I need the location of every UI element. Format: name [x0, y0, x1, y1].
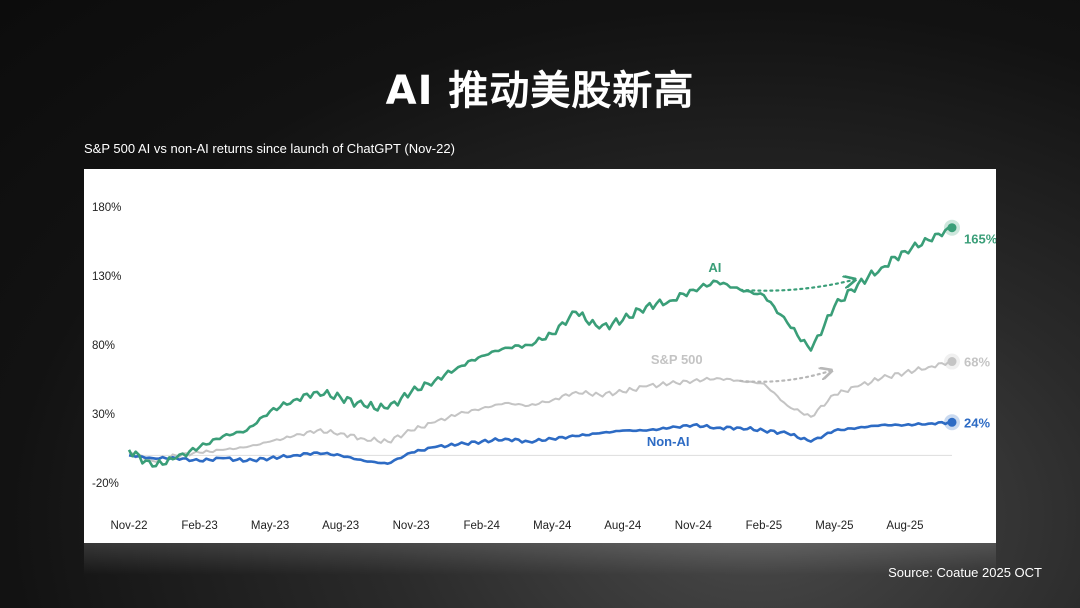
series-name-label: S&P 500 [651, 352, 703, 367]
y-tick-label: -20% [92, 478, 119, 490]
end-point [947, 223, 957, 233]
x-tick-label: Nov-23 [393, 520, 430, 532]
y-tick-label: 80% [92, 340, 115, 352]
x-tick-label: Aug-25 [886, 520, 923, 532]
series-name-label: Non-AI [647, 434, 690, 449]
y-tick-label: 180% [92, 202, 121, 214]
end-point [947, 357, 957, 367]
x-tick-label: May-23 [251, 520, 289, 532]
annotation-arrow [739, 280, 854, 292]
chart-reflection [84, 543, 996, 575]
x-tick-label: Feb-25 [746, 520, 782, 532]
x-tick-label: Aug-24 [604, 520, 642, 532]
y-tick-label: 30% [92, 409, 115, 421]
x-tick-label: Feb-23 [181, 520, 217, 532]
series-name-label: AI [708, 260, 721, 275]
x-tick-label: Nov-22 [110, 520, 147, 532]
series-line [128, 420, 952, 465]
x-tick-label: May-24 [533, 520, 572, 532]
series-line [128, 360, 953, 463]
series-line [127, 226, 953, 468]
chart-panel: 180% 130% 80% 30% -20% Nov-22 Feb-23 May-23 Aug-… [84, 169, 996, 543]
source-note: Source: Coatue 2025 OCT [888, 565, 1042, 580]
chart-title: S&P 500 AI vs non-AI returns since launc… [84, 141, 455, 156]
x-tick-label: Aug-23 [322, 520, 359, 532]
end-value-label: 24% [964, 415, 990, 430]
end-point [947, 417, 957, 427]
x-tick-label: May-25 [815, 520, 853, 532]
end-value-label: 68% [964, 355, 990, 370]
x-tick-label: Feb-24 [463, 520, 500, 532]
end-value-label: 165% [964, 232, 996, 247]
line-chart: 180% 130% 80% 30% -20% Nov-22 Feb-23 May-23 Aug-… [92, 202, 996, 532]
slide-title: AI 推动美股新高 [385, 68, 695, 114]
y-tick-label: 130% [92, 271, 121, 283]
annotation-arrow [739, 371, 830, 383]
x-tick-label: Nov-24 [675, 520, 713, 532]
